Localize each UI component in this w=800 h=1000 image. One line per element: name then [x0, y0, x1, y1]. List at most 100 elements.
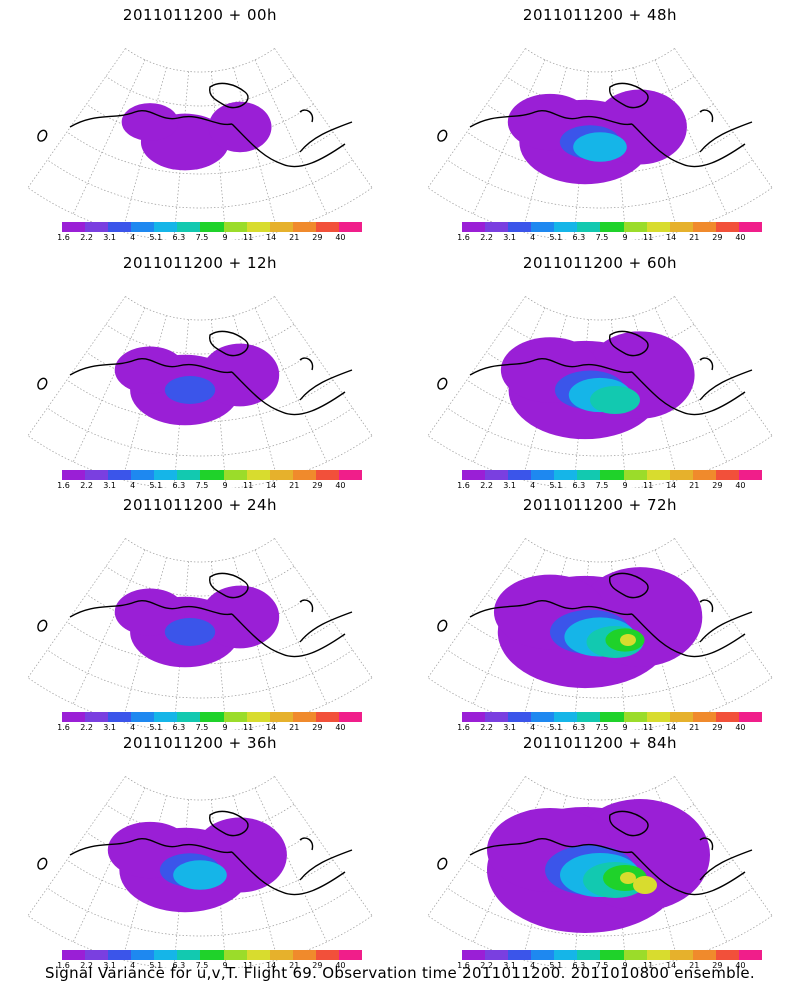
- colorbar-swatch: [131, 222, 155, 232]
- colorbar-swatch: [154, 950, 178, 960]
- colorbar-label: 14: [266, 723, 277, 732]
- colorbar-label: 7.5: [195, 723, 209, 732]
- colorbar-swatch: [669, 222, 693, 232]
- colorbar-label: 9: [222, 961, 228, 970]
- colorbar-label: 9: [222, 723, 228, 732]
- colorbar-label: 11: [243, 723, 254, 732]
- colorbar-swatch: [200, 950, 224, 960]
- colorbar-swatch: [692, 712, 716, 722]
- colorbar-swatch: [669, 950, 693, 960]
- colorbar-swatch: [85, 222, 109, 232]
- colorbar-label: 14: [666, 233, 677, 242]
- colorbar-label: 3.1: [503, 481, 517, 490]
- colorbar-label: 3.1: [103, 961, 117, 970]
- colorbar-swatch: [131, 950, 155, 960]
- colorbar-swatch: [669, 712, 693, 722]
- colorbar-swatch: [577, 470, 601, 480]
- colorbar-swatch: [462, 950, 486, 960]
- panel-title: 2011011200 + 00h: [122, 6, 278, 24]
- colorbar-label: 3.1: [103, 481, 117, 490]
- colorbar-swatch: [485, 222, 509, 232]
- colorbar-label: 40: [735, 723, 746, 732]
- colorbar-label: 2.2: [80, 233, 93, 242]
- panel-title: 2011011200 + 72h: [522, 496, 678, 514]
- variance-map: [427, 538, 773, 730]
- colorbar-label: 29: [312, 481, 323, 490]
- colorbar-swatch: [292, 470, 316, 480]
- colorbar-swatch: [85, 712, 109, 722]
- colorbar-swatch: [738, 712, 763, 722]
- colorbar-swatch: [154, 470, 178, 480]
- colorbar-swatch: [577, 222, 601, 232]
- forecast-panel: 2011011200 + 00h 1.6 2.2 3.1 4 5.1 6.3 7.5 9 11 14…: [0, 0, 400, 242]
- colorbar-label: 3.1: [503, 961, 517, 970]
- colorbar-label: 5.1: [149, 961, 163, 970]
- colorbar-label: 40: [735, 233, 746, 242]
- colorbar-label: 5.1: [549, 723, 563, 732]
- colorbar-swatch: [462, 222, 486, 232]
- colorbar-label: 6.3: [572, 233, 586, 242]
- colorbar-label: 9: [222, 233, 228, 242]
- colorbar-label: 11: [243, 233, 254, 242]
- colorbar-label: 9: [622, 961, 628, 970]
- colorbar-swatch: [315, 712, 339, 722]
- colorbar-swatch: [577, 712, 601, 722]
- colorbar-swatch: [692, 470, 716, 480]
- variance-map: [27, 48, 373, 240]
- colorbar-swatch: [246, 470, 270, 480]
- colorbar-swatch: [223, 222, 247, 232]
- colorbar-label: 2.2: [80, 723, 93, 732]
- colorbar-swatch: [508, 950, 532, 960]
- colorbar-label: 4: [530, 481, 536, 490]
- colorbar-swatch: [177, 470, 201, 480]
- colorbar-swatch: [462, 470, 486, 480]
- colorbar-swatch: [646, 712, 670, 722]
- colorbar-swatch: [508, 470, 532, 480]
- colorbar-swatch: [246, 712, 270, 722]
- colorbar-label: 4: [130, 481, 136, 490]
- colorbar-label: 2.2: [80, 481, 93, 490]
- colorbar-swatch: [623, 950, 647, 960]
- figure-caption: Signal Variance for u,v,T. Flight 69. Ob…: [44, 964, 756, 982]
- colorbar-swatch: [200, 712, 224, 722]
- colorbar-label: 7.5: [595, 481, 609, 490]
- colorbar-label: 6.3: [172, 233, 186, 242]
- forecast-panel: 2011011200 + 12h 1.6 2.2 3.1 4 5.1 6.3 7.5 9 11 14…: [0, 248, 400, 490]
- colorbar-swatch: [223, 470, 247, 480]
- colorbar-label: 9: [622, 723, 628, 732]
- colorbar-label: 6.3: [172, 723, 186, 732]
- colorbar-swatch: [177, 950, 201, 960]
- colorbar-swatch: [692, 222, 716, 232]
- colorbar-label: 11: [643, 233, 654, 242]
- panel-title: 2011011200 + 36h: [122, 734, 278, 752]
- colorbar-swatch: [108, 950, 132, 960]
- colorbar-swatch: [646, 222, 670, 232]
- colorbar-label: 3.1: [103, 723, 117, 732]
- colorbar-label: 11: [643, 961, 654, 970]
- colorbar-swatch: [246, 950, 270, 960]
- colorbar-swatch: [108, 712, 132, 722]
- colorbar-label: 9: [222, 481, 228, 490]
- colorbar-label: 14: [266, 481, 277, 490]
- colorbar-label: 21: [289, 233, 300, 242]
- colorbar-label: 6.3: [172, 481, 186, 490]
- colorbar-label: 7.5: [195, 481, 209, 490]
- colorbar-label: 11: [243, 961, 254, 970]
- colorbar-label: 21: [689, 481, 700, 490]
- colorbar-swatch: [108, 222, 132, 232]
- colorbar-swatch: [554, 222, 578, 232]
- colorbar-label: 6.3: [572, 961, 586, 970]
- colorbar-label: 7.5: [195, 961, 209, 970]
- colorbar-swatch: [269, 470, 293, 480]
- forecast-panel: 2011011200 + 24h 1.6 2.2 3.1 4 5.1 6.3 7.5 9 11 14…: [0, 490, 400, 732]
- variance-map: [27, 296, 373, 488]
- colorbar-label: 2.2: [480, 481, 493, 490]
- colorbar: 1.6 2.2 3.1 4 5.1 6.3 7.5 9 11 14 21 29 40: [57, 222, 363, 246]
- forecast-panel: 2011011200 + 72h 1.6 2.2 3.1 4 5.1 6.3 7.5 9 11 14…: [400, 490, 800, 732]
- colorbar-label: 29: [712, 961, 723, 970]
- colorbar-label: 7.5: [595, 723, 609, 732]
- colorbar-label: 14: [666, 481, 677, 490]
- colorbar-swatch: [108, 470, 132, 480]
- colorbar-label: 21: [289, 961, 300, 970]
- colorbar-swatch: [62, 222, 86, 232]
